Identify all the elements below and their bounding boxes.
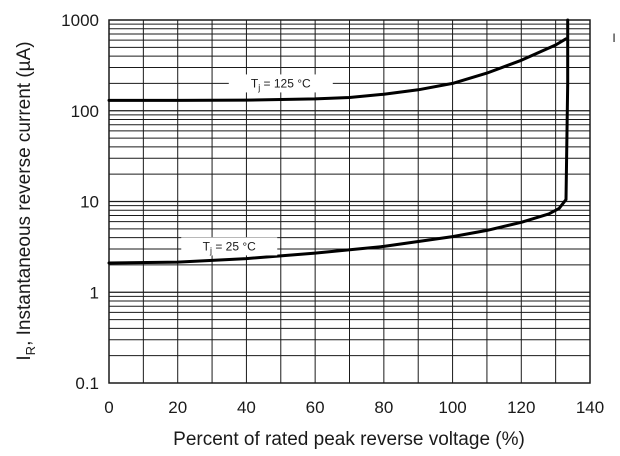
curve-label-sub: j	[257, 82, 260, 92]
plot-frame	[108, 19, 591, 384]
y-tick-label: 0.1	[75, 374, 99, 393]
y-tick-label: 1000	[61, 11, 99, 30]
curve-label-1: Tj = 25 °C	[203, 239, 257, 255]
curve-label-sub: j	[209, 245, 212, 255]
y-axis-label-rest: , Instantaneous reverse current (µA)	[14, 41, 35, 346]
y-axis-label-sub: R	[23, 346, 38, 355]
y-axis-label-main: I	[14, 355, 35, 360]
curve-label-main: T	[203, 239, 211, 253]
curve-label-bg	[181, 237, 278, 256]
series-line-0	[107, 37, 568, 102]
curve-label-rest: = 125 °C	[260, 76, 311, 90]
x-tick-label: 40	[237, 398, 256, 417]
y-tick-label: 100	[71, 102, 99, 121]
x-tick-label: 140	[576, 398, 604, 417]
x-tick-label: 100	[438, 398, 466, 417]
right-edge-text: I	[612, 31, 615, 45]
x-axis-label: Percent of rated peak reverse voltage (%…	[173, 429, 525, 450]
y-axis-label: IR, Instantaneous reverse current (µA)	[14, 41, 38, 360]
x-tick-label: 20	[168, 398, 187, 417]
series-line-1	[107, 18, 570, 265]
y-tick-labels: 0.1 1 10 100 1000	[61, 11, 99, 393]
x-tick-label: 80	[374, 398, 393, 417]
curve-label-main: T	[251, 76, 259, 90]
grid-lines	[109, 20, 590, 383]
x-tick-label: 60	[306, 398, 325, 417]
curve-label-bg	[228, 74, 333, 93]
x-tick-label: 0	[104, 398, 113, 417]
x-tick-labels: 0 20 40 60 80 100 120 140	[104, 398, 604, 417]
series-group	[107, 18, 570, 265]
x-tick-label: 120	[507, 398, 535, 417]
y-tick-label: 10	[80, 193, 99, 212]
curve-labels: Tj = 125 °CTj = 25 °C	[181, 74, 333, 256]
curve-label-rest: = 25 °C	[212, 239, 256, 253]
curve-label-0: Tj = 125 °C	[251, 76, 311, 92]
y-tick-label: 1	[90, 283, 99, 302]
